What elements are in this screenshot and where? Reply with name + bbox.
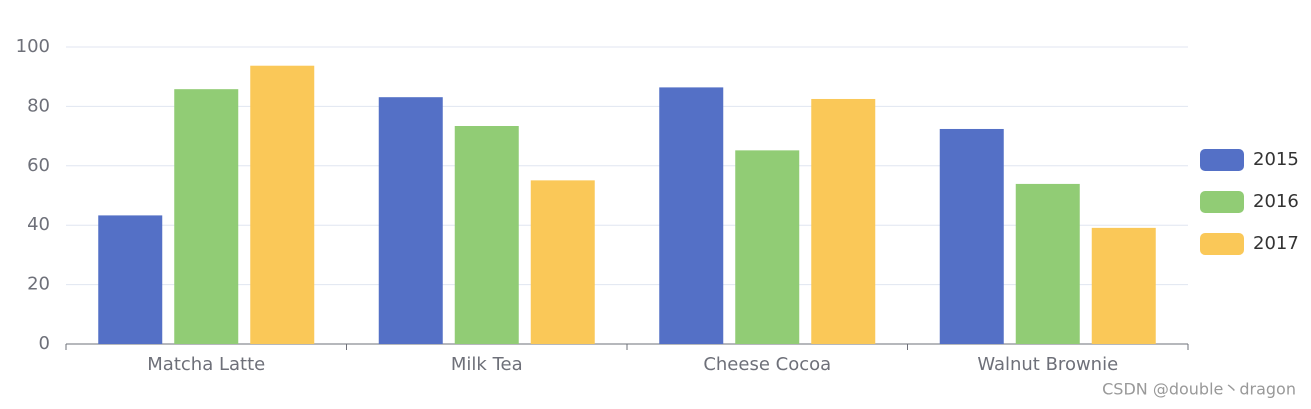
bar [250,65,315,344]
bar [811,98,876,344]
x-tick-label: Cheese Cocoa [703,354,831,375]
legend-label: 2017 [1253,233,1299,254]
legend-label: 2016 [1253,191,1299,212]
bar [530,180,595,344]
watermark: CSDN @double丶dragon [1102,380,1296,399]
x-tick-label: Matcha Latte [147,354,265,375]
legend-swatch [1200,149,1244,171]
y-tick-label: 0 [39,333,50,354]
bar [98,215,163,344]
bar [454,126,519,344]
legend-swatch [1200,191,1244,213]
legend-label: 2015 [1253,149,1299,170]
y-tick-label: 60 [27,155,50,176]
y-tick-label: 20 [27,274,50,295]
bar [939,128,1004,344]
bar [1015,183,1080,344]
bar [659,87,724,344]
bar [378,97,443,345]
y-tick-label: 100 [16,36,50,57]
bar [735,150,800,344]
x-tick-label: Walnut Brownie [977,354,1118,375]
x-tick-label: Milk Tea [451,354,523,375]
y-tick-label: 40 [27,214,50,235]
legend-swatch [1200,233,1244,255]
bar [174,89,239,344]
y-tick-label: 80 [27,95,50,116]
bar [1091,227,1156,344]
